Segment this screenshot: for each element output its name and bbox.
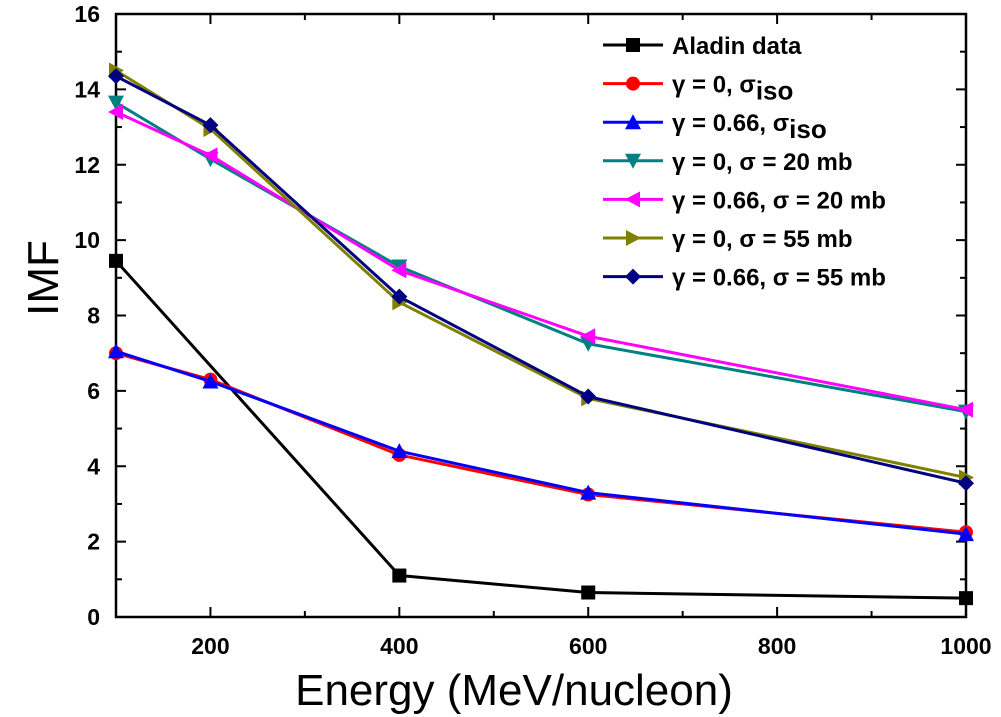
data-point [958,475,974,492]
legend-marker [625,153,641,169]
data-point [580,328,596,345]
x-tick-label: 400 [380,633,418,659]
legend-marker [626,230,641,246]
data-point [202,147,218,164]
legend-entry: γ = 0, σ = 20 mb [603,149,853,176]
data-point [580,388,597,405]
legend-label: γ = 0, σiso [672,72,793,106]
y-tick-label: 14 [74,76,100,102]
legend-entry: γ = 0.66, σ = 20 mb [603,187,886,214]
data-point [391,262,407,279]
axis-ticks [115,13,967,618]
x-tick-label: 1000 [940,633,991,659]
legend-marker [625,191,640,208]
x-axis-title: Energy (MeV/nucleon) [295,666,733,715]
series-line [115,351,967,534]
legend-label: γ = 0.66, σ = 20 mb [672,187,886,214]
series-6 [108,68,974,492]
legend-entry: γ = 0.66, σ = 55 mb [603,265,886,292]
tick-labels: 200 400 600 800 1000 0 2 4 6 8 10 12 14 16 [74,1,991,659]
legend-marker [626,76,640,91]
legend-label: Aladin data [672,33,802,60]
data-point [391,443,408,459]
legend-label: γ = 0.66, σiso [672,110,827,144]
data-point [580,484,597,500]
legend-marker [625,268,641,285]
data-point [108,343,124,359]
data-point [108,95,124,111]
data-point [958,526,974,542]
legend-entry: γ = 0, σ = 55 mb [603,226,853,253]
data-point [958,401,973,418]
data-point [108,68,124,85]
series-2 [108,343,974,542]
x-tick-label: 800 [758,633,796,659]
y-tick-label: 10 [74,227,100,253]
legend: Aladin data γ = 0, σiso γ = 0.66, σiso γ = … [603,33,886,292]
y-tick-label: 0 [87,604,100,630]
data-point [391,288,408,305]
legend-marker [625,114,641,130]
x-tick-label: 200 [191,633,229,659]
series-0 [109,253,973,606]
legend-label: γ = 0, σ = 55 mb [672,226,853,253]
y-tick-label: 2 [87,529,100,555]
legend-marker [626,38,640,52]
y-tick-label: 4 [87,453,100,479]
data-point [581,585,596,600]
plot-border [114,12,968,619]
series-4 [108,103,973,418]
data-point [959,591,973,606]
y-tick-label: 6 [87,378,100,404]
y-axis-title: IMF [19,240,68,316]
legend-entry: γ = 0, σiso [603,72,793,106]
legend-label: γ = 0, σ = 20 mb [672,149,853,176]
data-point [108,103,123,120]
legend-entry: γ = 0.66, σiso [603,110,827,144]
series-layer [108,62,974,606]
y-tick-label: 16 [74,1,100,27]
data-point [202,117,219,134]
data-point [392,568,407,583]
x-tick-label: 600 [569,633,607,659]
series-line [115,349,967,536]
legend-label: γ = 0.66, σ = 55 mb [672,265,886,292]
y-tick-label: 8 [87,303,100,329]
data-point [109,253,123,268]
y-tick-label: 12 [74,152,100,178]
legend-entry: Aladin data [603,33,802,60]
data-point [202,373,219,389]
plot-frame [114,12,968,619]
series-line [114,259,967,600]
